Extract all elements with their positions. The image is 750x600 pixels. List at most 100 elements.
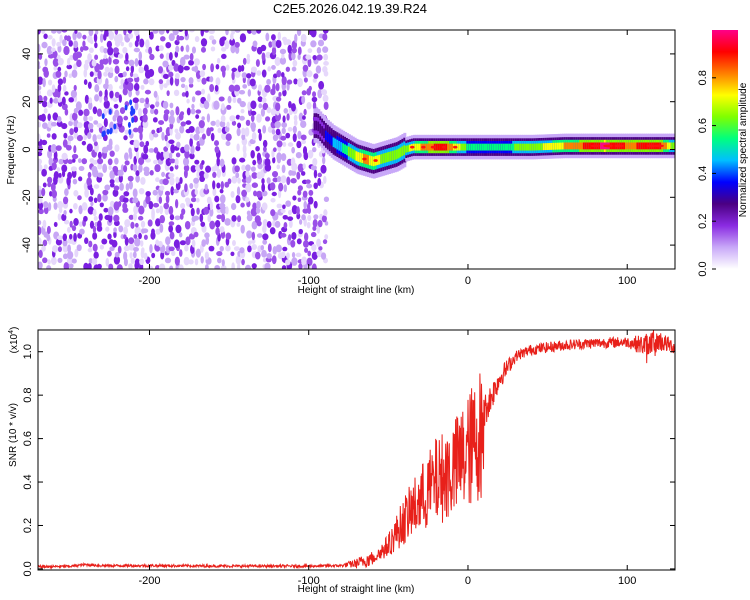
noise-cell (189, 182, 194, 190)
noise-cell (56, 167, 61, 172)
noise-cell (209, 207, 214, 217)
noise-cell (208, 245, 215, 252)
noise-cell (82, 40, 86, 48)
noise-cell (98, 90, 103, 97)
ridge-cell (523, 143, 527, 151)
noise-cell (168, 64, 174, 71)
noise-cell (234, 30, 241, 33)
noise-cell (281, 72, 285, 78)
noise-cell (306, 183, 313, 189)
noise-cell (190, 207, 195, 217)
ridge-cell (489, 143, 493, 151)
colorbar-ticks: 0.0 0.2 0.4 0.6 0.8 (697, 70, 716, 277)
noise-cell (75, 101, 82, 111)
noise-cell (161, 171, 166, 178)
noise-cell (265, 116, 271, 122)
noise-cell (169, 214, 175, 221)
noise-cell (38, 188, 42, 198)
noise-cell (322, 46, 329, 53)
ridge-cell (388, 151, 392, 162)
noise-cell (290, 178, 297, 184)
ridge-cell (519, 143, 523, 151)
noise-cell (104, 184, 111, 191)
noise-cell (266, 220, 272, 228)
noise-cell (67, 226, 71, 233)
noise-cell (290, 103, 296, 112)
noise-cell (296, 30, 302, 36)
noise-cell (103, 117, 108, 128)
noise-cell (278, 91, 282, 98)
noise-cell (138, 51, 143, 61)
noise-cell (271, 34, 276, 41)
noise-cell (87, 53, 92, 62)
noise-cell (56, 30, 62, 34)
noise-cell (151, 252, 156, 259)
noise-cell (158, 79, 164, 85)
noise-cell (73, 40, 79, 49)
snr-multiplier-exp: 4 (8, 330, 15, 334)
noise-cell (234, 41, 240, 48)
noise-cell (61, 30, 68, 33)
noise-cell (189, 52, 194, 61)
noise-cell (153, 90, 158, 98)
noise-cell (218, 96, 225, 102)
noise-cell (118, 94, 122, 103)
noise-cell (46, 45, 53, 55)
noise-cell (179, 177, 183, 184)
noise-cell (201, 88, 206, 95)
noise-cell (296, 140, 302, 149)
noise-cell (67, 171, 73, 180)
noise-cell (322, 65, 328, 73)
noise-cell (291, 204, 298, 215)
noise-cell (255, 145, 260, 152)
noise-cell (230, 44, 236, 54)
noise-cell (124, 104, 128, 111)
noise-cell (73, 84, 77, 91)
noise-cell (77, 158, 82, 164)
noise-cell (134, 237, 141, 247)
noise-cell (215, 227, 220, 236)
noise-cell (313, 214, 319, 220)
noise-cell (287, 216, 294, 221)
noise-cell (201, 77, 207, 85)
noise-cell (68, 73, 72, 79)
noise-cell (145, 97, 150, 105)
noise-cell (201, 239, 207, 247)
noise-cell (160, 36, 166, 42)
noise-cell (246, 213, 253, 222)
noise-cell (312, 101, 317, 111)
ridge-cell (439, 143, 443, 151)
noise-cell (149, 53, 155, 61)
ridge-cell (468, 143, 472, 151)
noise-cell (155, 218, 161, 227)
noise-cell (317, 39, 325, 47)
noise-cell (132, 97, 139, 104)
noise-cell (113, 230, 117, 239)
noise-cell (240, 108, 245, 114)
noise-cell (281, 127, 286, 135)
noise-cell (141, 247, 145, 254)
noise-cell (108, 138, 113, 148)
noise-cell (271, 39, 277, 48)
noise-cell (174, 198, 179, 209)
noise-cell (116, 264, 123, 269)
ridge-cell (334, 138, 338, 149)
noise-cell (247, 89, 252, 97)
noise-cell (281, 265, 287, 269)
noise-cell (103, 47, 108, 54)
noise-cell (183, 54, 190, 60)
noise-cell (105, 78, 109, 87)
noise-cell (271, 128, 276, 135)
noise-cell (191, 239, 196, 248)
noise-cell (88, 101, 93, 110)
noise-cell (291, 66, 297, 72)
noise-cell (185, 90, 189, 98)
noise-cell (172, 30, 179, 36)
noise-cell (123, 245, 130, 252)
noise-cell (200, 221, 206, 227)
noise-cell (286, 82, 290, 91)
noise-cell (38, 249, 43, 259)
ridge-cell (502, 143, 506, 151)
ridge-cell (577, 142, 581, 150)
noise-cell (153, 147, 159, 154)
